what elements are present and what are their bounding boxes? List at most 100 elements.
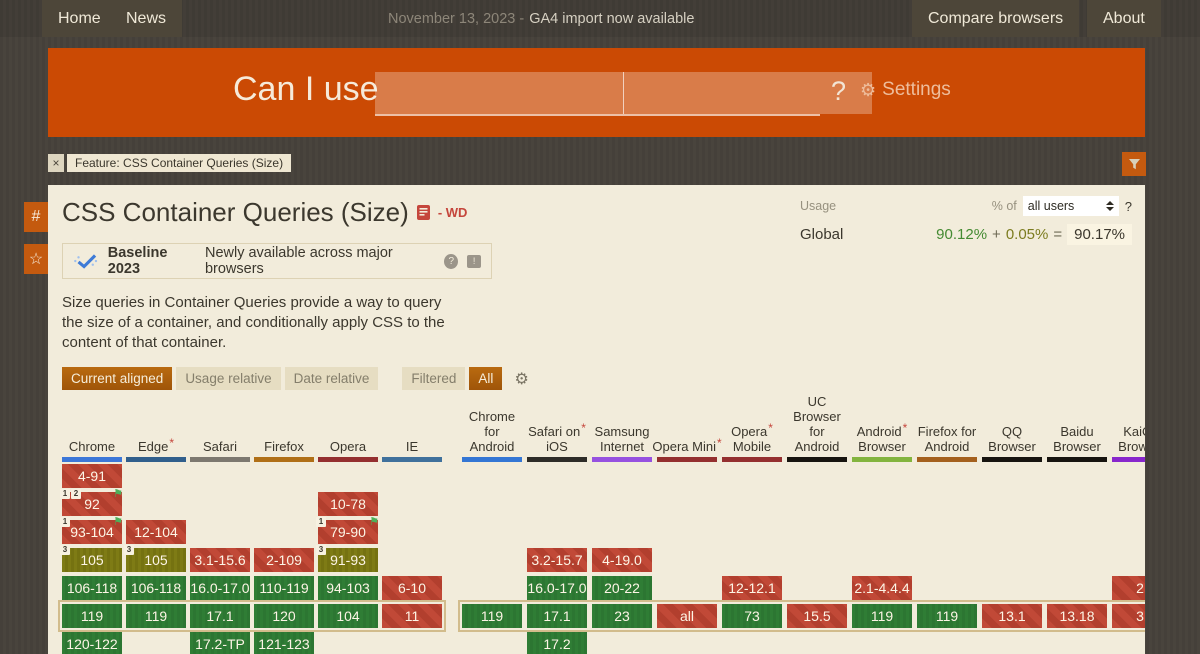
support-cell[interactable]: 94-103 bbox=[318, 576, 378, 600]
support-cell[interactable]: 119 bbox=[917, 604, 977, 628]
support-cell[interactable]: 104 bbox=[318, 604, 378, 628]
support-cell[interactable]: 6-10 bbox=[382, 576, 442, 600]
remove-feature-icon[interactable]: × bbox=[48, 154, 64, 172]
support-cell[interactable]: 4-91 bbox=[62, 464, 122, 488]
support-cell[interactable]: 13.1 bbox=[982, 604, 1042, 628]
support-cell[interactable]: 105 3 bbox=[60, 545, 122, 572]
view-usage-relative[interactable]: Usage relative bbox=[176, 367, 281, 390]
support-cell[interactable]: 17.1 bbox=[190, 604, 250, 628]
usage-scope: Global bbox=[800, 225, 844, 243]
browser-column-header: Samsung Internet bbox=[594, 424, 650, 454]
support-cell[interactable]: 106-118 bbox=[126, 576, 186, 600]
support-cell[interactable]: 16.0-17.0 bbox=[190, 576, 250, 600]
usage-plus: + bbox=[992, 225, 1001, 243]
usage-total: 90.17% bbox=[1067, 223, 1132, 245]
support-cell[interactable]: 12-104 bbox=[126, 520, 186, 544]
nav-news[interactable]: News bbox=[110, 0, 183, 37]
filter-filtered[interactable]: Filtered bbox=[402, 367, 466, 390]
view-current-aligned[interactable]: Current aligned bbox=[62, 367, 173, 390]
note-badges: 3 bbox=[60, 545, 70, 555]
support-cell[interactable]: 119 bbox=[126, 604, 186, 628]
settings-button[interactable]: ⚙ Settings bbox=[860, 79, 951, 101]
usage-select-value: all users bbox=[1027, 199, 1075, 213]
support-cell[interactable]: all bbox=[657, 604, 717, 628]
feature-panel: CSS Container Queries (Size) - WD Usage … bbox=[48, 185, 1145, 654]
support-cell[interactable]: 4-19.0 bbox=[592, 548, 652, 572]
filter-all[interactable]: All bbox=[469, 367, 503, 390]
browser-color-bar bbox=[190, 457, 250, 462]
support-cell[interactable]: 15.5 bbox=[787, 604, 847, 628]
support-cell[interactable]: 119 bbox=[62, 604, 122, 628]
support-cell[interactable]: 11 bbox=[382, 604, 442, 628]
support-cell[interactable]: 17.2-TP bbox=[190, 632, 250, 654]
baseline-banner: Baseline 2023 Newly available across maj… bbox=[62, 243, 492, 279]
support-cell[interactable]: 91-93 3 bbox=[316, 545, 378, 572]
support-cell[interactable]: 92 1 2 ⚑ bbox=[60, 487, 123, 516]
note-badge: 1 bbox=[316, 517, 326, 527]
baseline-help-icon[interactable]: ? bbox=[444, 253, 459, 269]
browser-column-header: Safari on* iOS bbox=[528, 421, 586, 454]
baseline-check-icon bbox=[74, 253, 98, 269]
permalink-hash-button[interactable]: # bbox=[24, 202, 48, 232]
browser-color-bar bbox=[722, 457, 782, 462]
usage-label: Usage bbox=[800, 199, 837, 213]
note-badges: 1 bbox=[60, 517, 70, 527]
support-cell[interactable]: 12-12.1 bbox=[722, 576, 782, 600]
browser-note-asterisk: * bbox=[716, 436, 722, 450]
support-cell[interactable]: 20-22 bbox=[592, 576, 652, 600]
news-link[interactable]: GA4 import now available bbox=[529, 10, 695, 27]
search-input-1[interactable] bbox=[375, 72, 623, 114]
percent-of-label: % of bbox=[991, 199, 1017, 213]
support-cell[interactable]: 17.1 bbox=[527, 604, 587, 628]
support-cell[interactable]: 73 bbox=[722, 604, 782, 628]
support-cell[interactable]: 16.0-17.0 bbox=[527, 576, 587, 600]
support-cell[interactable]: 119 bbox=[852, 604, 912, 628]
browser-column-header: Opera* Mobile bbox=[731, 421, 773, 454]
support-cell[interactable]: 23 bbox=[592, 604, 652, 628]
support-cell[interactable]: 13.18 bbox=[1047, 604, 1107, 628]
table-settings-gear-icon[interactable]: ⚙ bbox=[514, 369, 529, 388]
behind-flag-icon: ⚑ bbox=[369, 515, 379, 528]
search-input-2[interactable] bbox=[623, 72, 872, 114]
nav-compare-browsers[interactable]: Compare browsers bbox=[912, 0, 1080, 37]
browser-color-bar bbox=[592, 457, 652, 462]
view-date-relative[interactable]: Date relative bbox=[284, 367, 379, 390]
support-cell[interactable]: 2.1-4.4.4 bbox=[852, 576, 912, 600]
nav-home[interactable]: Home bbox=[42, 0, 117, 37]
support-cell[interactable]: 3.1-15.6 bbox=[190, 548, 250, 572]
note-badges: 1 bbox=[316, 517, 326, 527]
browser-column-header: Edge* bbox=[137, 436, 175, 454]
support-cell[interactable]: 120-122 bbox=[62, 632, 122, 654]
support-cell[interactable]: 105 3 bbox=[124, 545, 186, 572]
support-cell[interactable]: 106-118 bbox=[62, 576, 122, 600]
support-cell[interactable]: 119 bbox=[462, 604, 522, 628]
favorite-star-button[interactable]: ☆ bbox=[24, 244, 48, 274]
site-header: Can I use ? ⚙ Settings bbox=[48, 48, 1145, 137]
usage-help-link[interactable]: ? bbox=[1124, 198, 1132, 214]
spec-status[interactable]: - WD bbox=[437, 205, 468, 220]
site-logo[interactable]: Can I use bbox=[233, 70, 379, 108]
support-cell[interactable]: 2-109 bbox=[254, 548, 314, 572]
browser-color-bar bbox=[254, 457, 314, 462]
nav-about[interactable]: About bbox=[1087, 0, 1161, 37]
support-cell[interactable]: 3.2-15.7 bbox=[527, 548, 587, 572]
browser-note-asterisk: * bbox=[169, 436, 175, 450]
support-cell[interactable]: 10-78 bbox=[318, 492, 378, 516]
baseline-feedback-icon[interactable]: ! bbox=[467, 254, 482, 268]
filter-button[interactable] bbox=[1122, 152, 1146, 176]
support-cell[interactable]: 17.2 bbox=[527, 632, 587, 654]
support-cell[interactable]: 3. bbox=[1112, 604, 1145, 628]
support-cell[interactable]: 79-90 1 ⚑ bbox=[316, 515, 379, 544]
brand-question-mark: ? bbox=[831, 76, 847, 106]
baseline-subtitle: Newly available across major browsers bbox=[204, 245, 393, 277]
support-cell[interactable]: 110-119 bbox=[254, 576, 314, 600]
support-cell[interactable]: 93-104 1 ⚑ bbox=[60, 515, 123, 544]
support-cell[interactable]: 121-123 bbox=[254, 632, 314, 654]
usage-select[interactable]: all users bbox=[1022, 196, 1119, 216]
browser-color-bar bbox=[787, 457, 847, 462]
spec-document-icon[interactable] bbox=[416, 205, 430, 220]
browser-column-header: KaiOSBrowser bbox=[1118, 424, 1145, 454]
support-cell[interactable]: 2. bbox=[1112, 576, 1145, 600]
support-cell[interactable]: 120 bbox=[254, 604, 314, 628]
